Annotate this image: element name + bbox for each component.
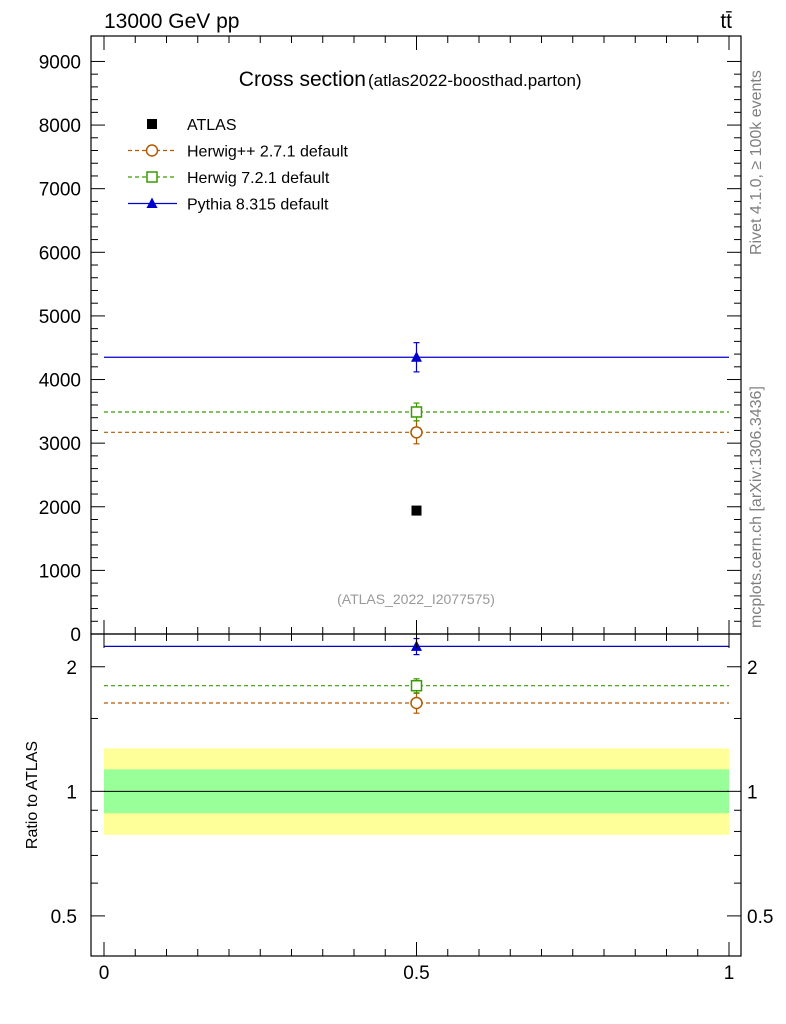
ratio-ytick-label-right: 2 [747,658,758,679]
ratio-xtick-label: 1 [724,963,735,984]
ratio-bands [104,748,729,835]
ratio-xtick-label: 0.5 [403,963,429,984]
legend-label-0: ATLAS [187,117,237,134]
ratio-marker-1 [410,679,423,692]
main-axes: 0 1000 2000 3000 4000 5000 6000 7000 8000 9000 [39,35,742,646]
main-ytick-label: 5000 [39,307,81,328]
ratio-axes: 0.5 0.5 1 1 2 2 0 0.5 1 [51,633,773,984]
main-marker-2 [410,406,423,418]
legend-label-1: Herwig++ 2.7.1 default [187,144,349,161]
plot-subtitle: (atlas2022-boosthad.parton) [368,71,582,90]
ratio-data-layer [104,637,729,714]
ratio-ytick-label-right: 1 [747,782,758,803]
main-data-layer [104,342,729,516]
mcplots-label: mcplots.cern.ch [arXiv:1306.3436] [748,386,765,628]
main-ytick-label: 0 [70,625,81,646]
process-label: tt̄ [720,10,732,33]
main-ytick-label: 6000 [39,243,81,264]
ratio-ytick-label-left: 2 [66,658,77,679]
ratio-ytick-label-right: 0.5 [747,907,773,928]
main-marker-3 [411,351,422,362]
main-marker-0 [411,505,422,516]
ratio-ylabel: Ratio to ATLAS [24,741,41,849]
legend-marker-0 [147,119,157,129]
legend-marker-3 [146,197,158,208]
energy-label: 13000 GeV pp [104,10,239,33]
analysis-watermark: (ATLAS_2022_I2077575) [337,591,495,607]
plot-title: Cross section [239,68,366,91]
legend: ATLAS Herwig++ 2.7.1 default Herwig 7.2.1 … [128,117,349,214]
legend-label-2: Herwig 7.2.1 default [187,170,330,187]
ratio-ytick-label-left: 1 [66,782,77,803]
ratio-panel: 0.5 0.5 1 1 2 2 0 0.5 1 Ratio to ATLAS [24,633,773,984]
main-panel: Cross section (atlas2022-boosthad.parton… [39,35,742,646]
main-ytick-label: 8000 [39,116,81,137]
ratio-xtick-label: 0 [99,963,110,984]
rivet-label: Rivet 4.1.0, ≥ 100k events [748,70,765,255]
main-marker-1 [410,426,423,439]
legend-marker-1 [145,144,159,157]
ratio-ytick-label-left: 0.5 [51,907,77,928]
main-ytick-label: 9000 [39,52,81,73]
main-ytick-label: 1000 [39,561,81,582]
main-ytick-label: 7000 [39,180,81,201]
main-ytick-label: 4000 [39,371,81,392]
ratio-marker-0 [410,696,423,710]
main-ytick-label: 2000 [39,498,81,519]
legend-marker-2 [146,171,158,183]
main-ytick-label: 3000 [39,434,81,455]
legend-label-3: Pythia 8.315 default [187,197,329,214]
